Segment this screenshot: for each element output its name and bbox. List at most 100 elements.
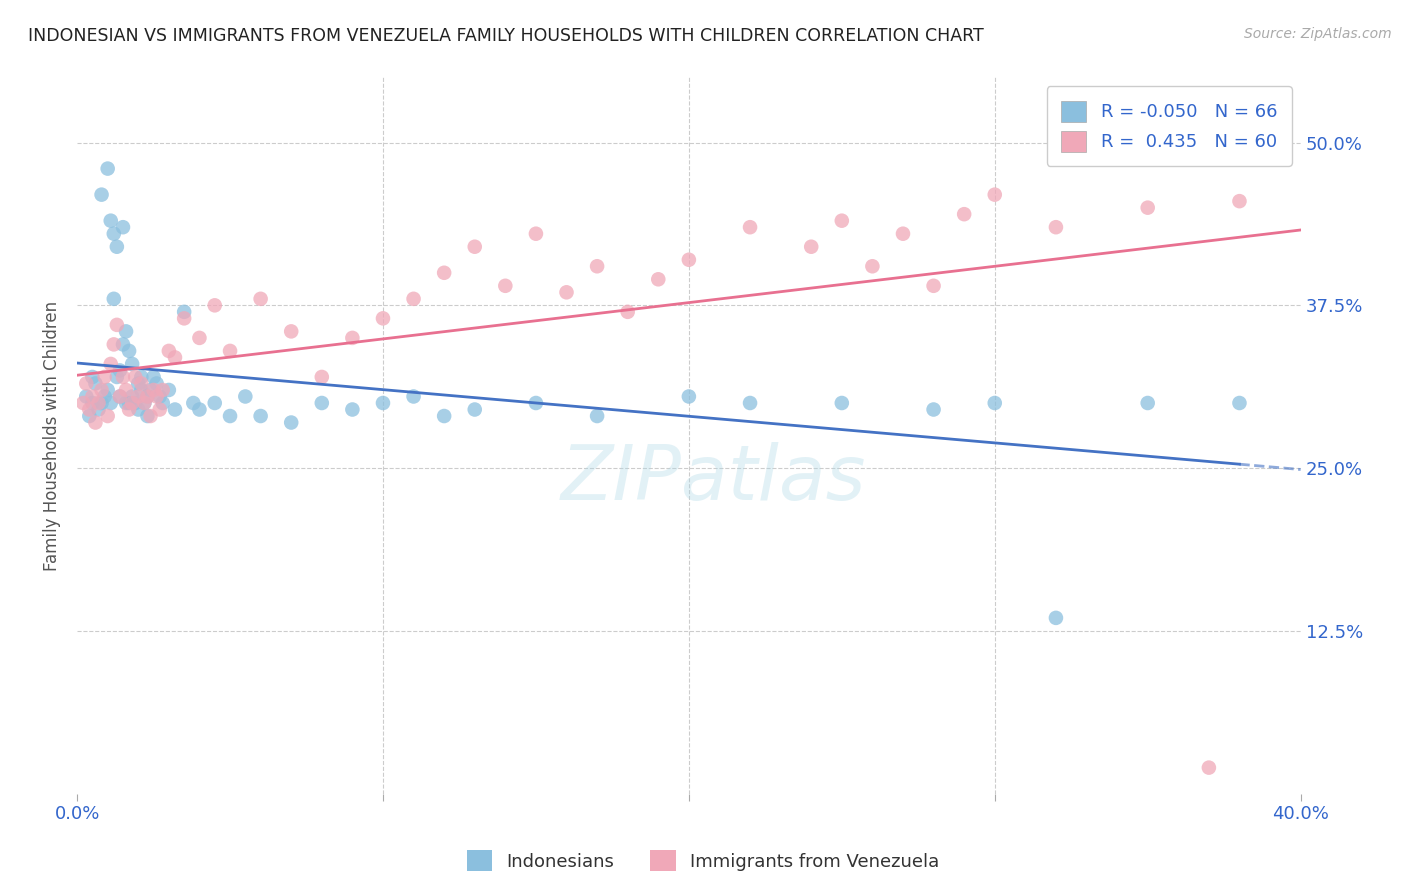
Point bbox=[249, 409, 271, 423]
Point bbox=[72, 396, 94, 410]
Point bbox=[118, 343, 141, 358]
Point bbox=[311, 370, 333, 384]
Text: Source: ZipAtlas.com: Source: ZipAtlas.com bbox=[1244, 27, 1392, 41]
Point bbox=[371, 311, 394, 326]
Point bbox=[464, 240, 486, 254]
Y-axis label: Family Households with Children: Family Households with Children bbox=[44, 301, 60, 571]
Point bbox=[342, 331, 364, 345]
Point bbox=[204, 396, 226, 410]
Point bbox=[103, 292, 125, 306]
Point bbox=[127, 402, 149, 417]
Legend: R = -0.050   N = 66, R =  0.435   N = 60: R = -0.050 N = 66, R = 0.435 N = 60 bbox=[1046, 87, 1292, 166]
Point bbox=[134, 396, 156, 410]
Point bbox=[678, 252, 700, 267]
Point bbox=[183, 396, 205, 410]
Point bbox=[860, 260, 883, 274]
Point bbox=[152, 396, 174, 410]
Point bbox=[124, 370, 146, 384]
Point bbox=[82, 389, 104, 403]
Point bbox=[433, 266, 456, 280]
Point bbox=[647, 272, 669, 286]
Point bbox=[738, 220, 761, 235]
Point bbox=[173, 311, 195, 326]
Point bbox=[93, 370, 115, 384]
Point bbox=[121, 389, 143, 403]
Point bbox=[100, 213, 122, 227]
Point bbox=[280, 324, 302, 338]
Point bbox=[219, 409, 242, 423]
Point bbox=[136, 389, 159, 403]
Point bbox=[984, 396, 1007, 410]
Point bbox=[75, 376, 97, 391]
Point bbox=[139, 409, 162, 423]
Point bbox=[84, 376, 107, 391]
Point bbox=[738, 396, 761, 410]
Point bbox=[127, 376, 149, 391]
Point bbox=[586, 260, 609, 274]
Point bbox=[188, 331, 211, 345]
Point bbox=[1229, 194, 1251, 209]
Point bbox=[121, 396, 143, 410]
Point bbox=[142, 370, 165, 384]
Point bbox=[115, 324, 138, 338]
Point bbox=[280, 416, 302, 430]
Point bbox=[97, 383, 120, 397]
Point bbox=[82, 370, 104, 384]
Point bbox=[402, 389, 425, 403]
Point bbox=[93, 389, 115, 403]
Point bbox=[204, 298, 226, 312]
Point bbox=[984, 187, 1007, 202]
Point bbox=[90, 187, 112, 202]
Point bbox=[84, 416, 107, 430]
Point bbox=[1136, 396, 1159, 410]
Point bbox=[157, 343, 180, 358]
Point bbox=[97, 409, 120, 423]
Point bbox=[87, 396, 110, 410]
Point bbox=[953, 207, 976, 221]
Point bbox=[118, 396, 141, 410]
Point bbox=[163, 402, 186, 417]
Point bbox=[131, 383, 153, 397]
Point bbox=[118, 402, 141, 417]
Point bbox=[371, 396, 394, 410]
Point bbox=[90, 396, 112, 410]
Point bbox=[311, 396, 333, 410]
Point bbox=[136, 389, 159, 403]
Point bbox=[831, 213, 853, 227]
Point bbox=[108, 389, 131, 403]
Point bbox=[1229, 396, 1251, 410]
Point bbox=[342, 402, 364, 417]
Point bbox=[891, 227, 914, 241]
Point bbox=[922, 278, 945, 293]
Point bbox=[233, 389, 256, 403]
Point bbox=[524, 227, 547, 241]
Point bbox=[100, 357, 122, 371]
Point bbox=[464, 402, 486, 417]
Point bbox=[105, 240, 128, 254]
Point bbox=[188, 402, 211, 417]
Point bbox=[131, 370, 153, 384]
Point bbox=[139, 383, 162, 397]
Point bbox=[108, 389, 131, 403]
Point bbox=[145, 376, 167, 391]
Point bbox=[1045, 220, 1067, 235]
Point bbox=[111, 220, 134, 235]
Point bbox=[163, 351, 186, 365]
Point bbox=[90, 383, 112, 397]
Point bbox=[494, 278, 516, 293]
Point bbox=[75, 389, 97, 403]
Text: ZIPatlas: ZIPatlas bbox=[561, 442, 866, 516]
Point bbox=[121, 357, 143, 371]
Point bbox=[127, 389, 149, 403]
Point bbox=[97, 161, 120, 176]
Point bbox=[1045, 611, 1067, 625]
Point bbox=[124, 396, 146, 410]
Point bbox=[79, 402, 101, 417]
Point bbox=[433, 409, 456, 423]
Point bbox=[115, 396, 138, 410]
Point bbox=[149, 389, 172, 403]
Point bbox=[131, 376, 153, 391]
Point bbox=[152, 383, 174, 397]
Point bbox=[111, 370, 134, 384]
Point bbox=[524, 396, 547, 410]
